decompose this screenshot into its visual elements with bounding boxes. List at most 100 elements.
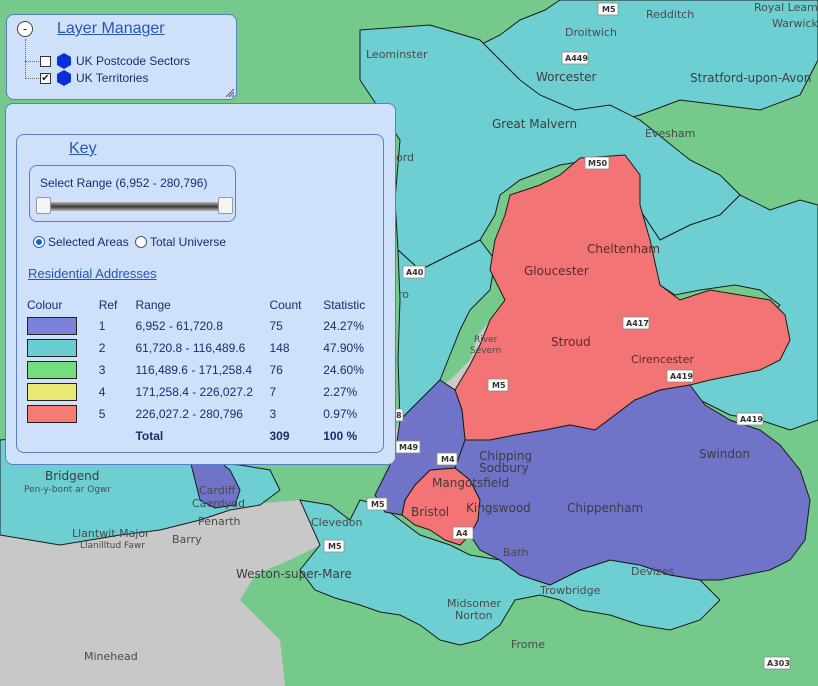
- place-river: River: [474, 335, 498, 345]
- road-m5-low: M5: [366, 497, 388, 511]
- svg-text:M4: M4: [441, 455, 455, 464]
- legend-statistic: 47.90%: [323, 341, 364, 355]
- place-cardiff: Cardiff: [199, 484, 236, 497]
- legend-statistic: 0.97%: [323, 407, 358, 421]
- place-midsomer: Midsomer: [447, 597, 501, 610]
- sea-area: [0, 500, 350, 686]
- key-inner-box: Key Select Range (6,952 - 280,796) Selec…: [16, 134, 384, 453]
- legend-ref: 2: [98, 341, 106, 355]
- place-weston: Weston-super-Mare: [236, 567, 352, 581]
- tree-connector: [25, 78, 39, 79]
- range-selector: Select Range (6,952 - 280,796): [29, 165, 236, 222]
- svg-text:A419: A419: [740, 415, 763, 424]
- place-bridgend-welsh: Pen-y-bont ar Ogwr: [24, 485, 111, 495]
- measure-title-link[interactable]: Residential Addresses: [28, 266, 157, 281]
- key-title: Key: [69, 140, 97, 157]
- layer-row-postcode-sectors[interactable]: UK Postcode Sectors: [40, 53, 191, 69]
- place-evesham: Evesham: [645, 127, 695, 140]
- layer-row-uk-territories[interactable]: ✔ UK Territories: [40, 70, 149, 86]
- place-royal-leamington: Royal Leamin: [754, 1, 818, 14]
- road-m5-top: M5: [597, 2, 619, 16]
- layer-label: UK Territories: [76, 71, 149, 85]
- place-cirencester: Cirencester: [631, 353, 694, 366]
- layer-manager-title: Layer Manager: [57, 20, 165, 37]
- place-chipping: Chipping: [479, 449, 532, 463]
- road-a419-right: A419: [736, 412, 764, 426]
- place-stratford: Stratford-upon-Avon: [690, 71, 811, 85]
- road-a449: A449: [561, 51, 589, 65]
- legend-range: 226,027.2 - 280,796: [135, 407, 243, 421]
- legend-row: 5 226,027.2 - 280,796 3 0.97%: [27, 403, 383, 425]
- radio-label: Total Universe: [150, 235, 227, 249]
- col-ref: Ref: [98, 298, 118, 312]
- range-label: Select Range (6,952 - 280,796): [40, 176, 208, 190]
- place-redditch: Redditch: [646, 8, 694, 21]
- territory-cyan-south: [299, 499, 721, 646]
- place-penarth: Penarth: [198, 515, 241, 528]
- legend-swatch-cell: [27, 359, 99, 381]
- radio-total-universe[interactable]: Total Universe: [135, 235, 226, 249]
- legend-total-blank: [99, 425, 136, 447]
- place-llantwit: Llantwit Major: [72, 527, 150, 540]
- legend-swatch: [27, 339, 77, 357]
- road-a419: A419: [666, 369, 694, 383]
- place-stroud: Stroud: [551, 335, 591, 349]
- col-colour: Colour: [27, 298, 63, 312]
- road-a417: A417: [622, 316, 650, 330]
- legend-total-label: Total: [135, 429, 164, 443]
- place-leominster: Leominster: [366, 48, 428, 61]
- road-a303: A303: [763, 656, 791, 670]
- collapse-toggle-button[interactable]: -: [17, 21, 33, 37]
- legend-swatch-cell: [27, 337, 99, 359]
- range-slider-min-handle[interactable]: [36, 197, 51, 214]
- place-llanilltud: Llanilltud Fawr: [80, 541, 145, 551]
- legend-range: 171,258.4 - 226,027.2: [135, 385, 253, 399]
- legend-ref: 1: [98, 319, 106, 333]
- radio-button[interactable]: [33, 236, 45, 248]
- layer-manager-panel: - Layer Manager UK Postcode Sectors ✔ UK…: [6, 14, 237, 100]
- resize-grip-icon[interactable]: [226, 89, 234, 97]
- place-sodbury: Sodbury: [479, 461, 529, 475]
- road-m4: M4: [436, 452, 458, 466]
- place-bridgend: Bridgend: [45, 469, 99, 483]
- place-kingswood: Kingswood: [466, 501, 531, 515]
- legend-total-count: 309: [269, 429, 290, 443]
- place-barry: Barry: [172, 533, 202, 546]
- radio-button[interactable]: [135, 236, 147, 248]
- svg-text:A4: A4: [456, 529, 468, 538]
- svg-text:M50: M50: [588, 159, 608, 168]
- hexagon-icon: [57, 70, 71, 86]
- legend-count: 3: [269, 407, 277, 421]
- place-cheltenham: Cheltenham: [587, 242, 660, 256]
- legend-swatch-cell: [27, 315, 99, 337]
- legend-count: 148: [269, 341, 290, 355]
- place-norton: Norton: [455, 609, 493, 622]
- legend-swatch: [27, 317, 77, 335]
- svg-text:A417: A417: [626, 319, 649, 328]
- svg-text:A419: A419: [670, 372, 693, 381]
- legend-total-blank: [27, 425, 99, 447]
- legend-swatch-cell: [27, 381, 99, 403]
- place-chippenham: Chippenham: [567, 501, 643, 515]
- layer-checkbox[interactable]: ✔: [40, 72, 51, 84]
- svg-text:M5: M5: [371, 500, 385, 509]
- road-m49: M49: [395, 440, 421, 454]
- legend-total-row: Total 309 100 %: [27, 425, 383, 447]
- road-m5-bottom: M5: [323, 539, 345, 553]
- place-minehead: Minehead: [84, 650, 138, 663]
- place-bath: Bath: [503, 546, 529, 559]
- layer-checkbox[interactable]: [40, 55, 51, 67]
- range-slider-max-handle[interactable]: [218, 197, 233, 214]
- legend-table: Colour Ref Range Count Statistic 1 6,952…: [27, 295, 383, 447]
- legend-row: 3 116,489.6 - 171,258.4 76 24.60%: [27, 359, 383, 381]
- legend-row: 4 171,258.4 - 226,027.2 7 2.27%: [27, 381, 383, 403]
- svg-text:A40: A40: [406, 268, 424, 277]
- svg-text:M5: M5: [602, 5, 616, 14]
- place-frome: Frome: [511, 638, 545, 651]
- layer-label: UK Postcode Sectors: [76, 54, 191, 68]
- radio-selected-areas[interactable]: Selected Areas: [33, 235, 129, 249]
- svg-text:M5: M5: [492, 381, 506, 390]
- svg-text:A449: A449: [565, 54, 588, 63]
- range-slider-track[interactable]: [44, 202, 224, 211]
